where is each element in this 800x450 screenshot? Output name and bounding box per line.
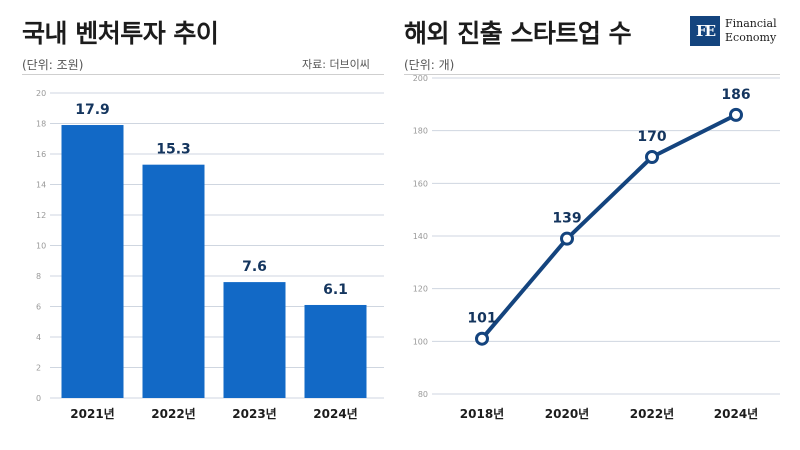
bar-y-tick-label: 20 — [36, 89, 46, 98]
logo-line-1: Financial — [725, 17, 777, 30]
line-value-label: 101 — [467, 311, 496, 327]
left-chart-title: 국내 벤처투자 추이 — [22, 19, 219, 48]
line-y-tick-label: 180 — [413, 127, 428, 136]
line-y-tick-label: 80 — [418, 390, 428, 399]
bar-y-tick-label: 8 — [36, 272, 41, 281]
line-point — [645, 150, 659, 164]
bar-x-tick-label: 2021년 — [70, 407, 114, 421]
line-y-tick-label: 140 — [413, 232, 428, 241]
left-divider — [22, 74, 384, 75]
bar-y-tick-label: 18 — [36, 120, 46, 129]
line-value-label: 186 — [721, 87, 750, 103]
bar-value-label: 15.3 — [156, 142, 191, 158]
left-chart-unit: (단위: 조원) — [22, 58, 84, 72]
bar-x-tick-label: 2024년 — [313, 407, 357, 421]
logo-mark: FE — [690, 16, 720, 46]
bar — [304, 304, 367, 398]
line-x-tick-label: 2024년 — [714, 407, 758, 421]
line-y-tick-label: 160 — [413, 179, 428, 188]
bar-x-tick-label: 2022년 — [151, 407, 195, 421]
line-value-label: 170 — [637, 129, 666, 145]
bar-y-tick-label: 2 — [36, 364, 41, 373]
bar-y-tick-label: 16 — [36, 150, 46, 159]
line-point — [560, 231, 574, 246]
bar-y-tick-label: 14 — [36, 181, 46, 190]
source-note: 자료: 더브이씨 — [302, 58, 370, 71]
bar-value-label: 6.1 — [323, 282, 348, 298]
line-x-tick-label: 2020년 — [545, 407, 589, 421]
bar — [142, 164, 205, 398]
line-x-tick-label: 2018년 — [460, 407, 504, 421]
line-point — [729, 107, 743, 122]
bar-x-tick-label: 2023년 — [232, 407, 276, 421]
bar-y-tick-label: 12 — [36, 211, 46, 220]
series-line — [480, 113, 737, 340]
right-chart-title: 해외 진출 스타트업 수 — [404, 19, 632, 48]
bar-value-label: 17.9 — [75, 102, 110, 118]
right-divider — [404, 74, 780, 75]
bar — [61, 125, 124, 399]
line-y-tick-label: 120 — [413, 285, 428, 294]
line-x-tick-label: 2022년 — [630, 407, 674, 421]
financial-economy-logo: FE Financial Economy — [690, 16, 777, 46]
bar-value-label: 7.6 — [242, 259, 267, 275]
line-y-tick-label: 200 — [413, 74, 428, 83]
logo-line-2: Economy — [725, 31, 777, 44]
line-value-label: 139 — [552, 211, 581, 227]
right-chart-unit: (단위: 개) — [404, 58, 455, 72]
bar-y-tick-label: 0 — [36, 394, 41, 403]
bar-y-tick-label: 6 — [36, 303, 41, 312]
bar-y-tick-label: 10 — [36, 242, 46, 251]
line-point — [475, 331, 489, 346]
line-y-tick-label: 100 — [413, 337, 428, 346]
bar — [223, 282, 286, 398]
logo-text: Financial Economy — [725, 17, 777, 45]
bar-y-tick-label: 4 — [36, 333, 41, 342]
